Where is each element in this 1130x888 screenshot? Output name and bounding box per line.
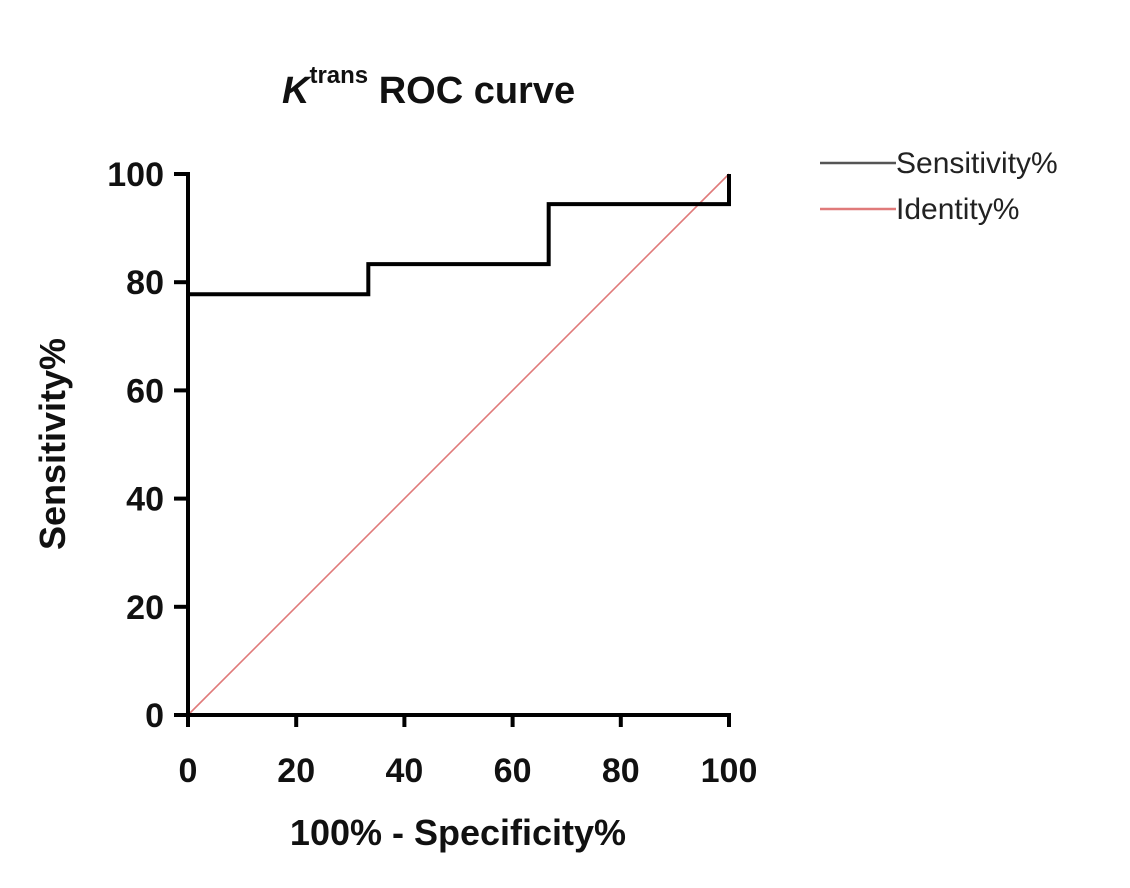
x-tick-label: 100	[701, 752, 758, 790]
x-tick-label: 60	[494, 752, 532, 790]
series-layer	[186, 173, 731, 716]
y-tick-label: 60	[126, 372, 164, 410]
x-axis-title: 100% - Specificity%	[290, 812, 626, 853]
chart-title-rest: ROC curve	[368, 70, 575, 112]
y-tick-label: 40	[126, 481, 164, 519]
y-tick-label: 80	[126, 264, 164, 302]
y-tick-label: 20	[126, 589, 164, 627]
chart-title: Ktrans ROC curve	[282, 62, 575, 112]
x-tick-label: 0	[179, 752, 198, 790]
axes-layer	[186, 172, 731, 717]
legend: Sensitivity% Identity%	[820, 147, 1058, 226]
series-line-sensitivity	[186, 174, 731, 715]
y-tick-label: 100	[107, 156, 164, 194]
legend-label-sensitivity: Sensitivity%	[896, 147, 1058, 180]
ticks-layer: 0 20 40 60 80 100 0 20 40 60 80 100	[107, 156, 757, 790]
chart-title-k: K	[282, 70, 312, 112]
x-tick-label: 40	[385, 752, 423, 790]
y-axis-title: Sensitivity%	[32, 338, 73, 550]
x-tick-label: 80	[602, 752, 640, 790]
chart-title-superscript: trans	[309, 62, 368, 89]
x-tick-label: 20	[277, 752, 315, 790]
series-line-identity	[187, 173, 730, 716]
legend-label-identity: Identity%	[896, 193, 1019, 226]
y-tick-label: 0	[145, 697, 164, 735]
